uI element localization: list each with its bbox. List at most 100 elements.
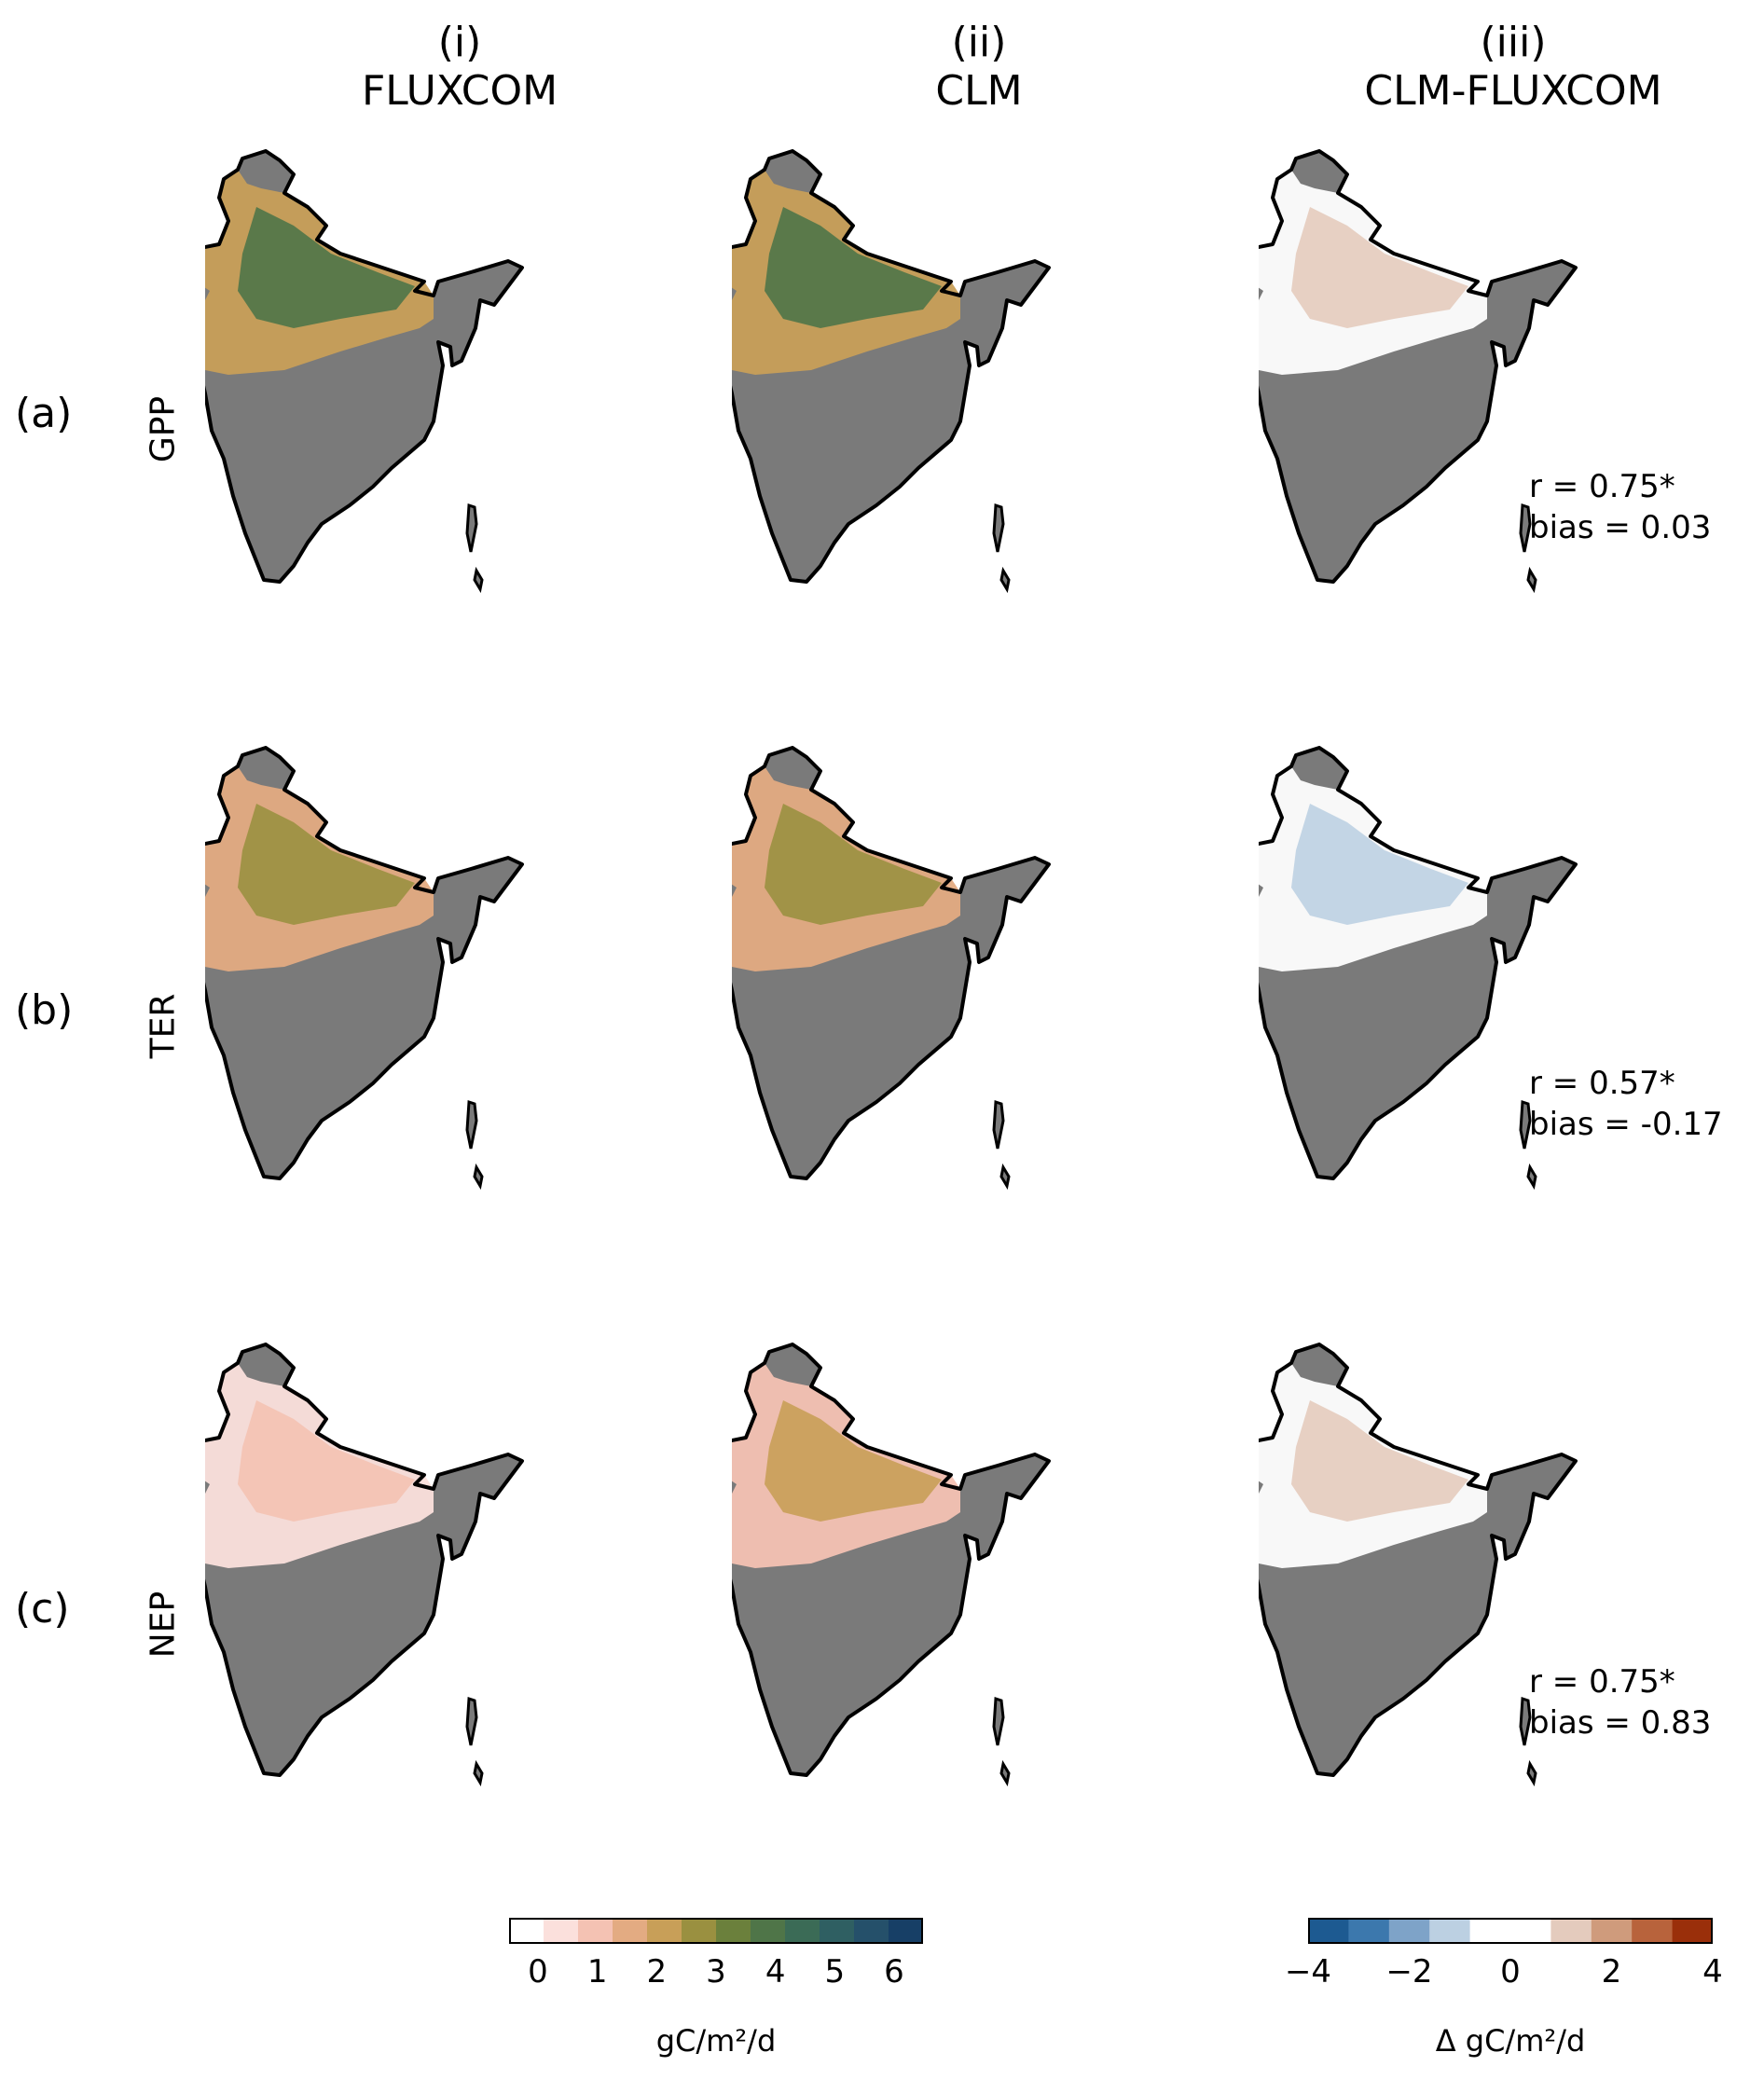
colorbar-swatch	[751, 1918, 786, 1944]
correlation-text: r = 0.57*	[1529, 1065, 1675, 1102]
colorbar-swatch	[1510, 1918, 1551, 1944]
flux-core	[1291, 207, 1468, 328]
correlation-text: r = 0.75*	[1529, 468, 1675, 505]
andaman-islands	[992, 1696, 1005, 1746]
column-header-clm-fluxcom: (iii) CLM-FLUXCOM	[1252, 19, 1764, 116]
map-panel-gpp-fluxcom	[205, 149, 727, 699]
nicobar-islands	[1526, 1163, 1537, 1191]
column-index: (ii)	[951, 19, 1007, 66]
colorbar-swatch	[1469, 1918, 1511, 1944]
nicobar-islands	[473, 1163, 484, 1191]
nicobar-islands	[999, 566, 1011, 594]
india-map	[205, 149, 524, 594]
flux-core	[238, 207, 415, 328]
colorbar-swatch	[1632, 1918, 1674, 1944]
no-data-patch	[205, 884, 210, 897]
nicobar-islands	[999, 1759, 1011, 1787]
colorbar-absolute	[509, 1918, 924, 1944]
india-map	[1259, 149, 1578, 594]
colorbar-tick-label: 0	[1500, 1953, 1521, 1990]
colorbar-difference-label: Δ gC/m²/d	[1435, 2023, 1586, 2059]
map-panel-gpp-diff	[1259, 149, 1764, 699]
row-index-b: (b)	[15, 986, 74, 1034]
flux-core	[1291, 804, 1468, 925]
colorbar-tick-label: 0	[528, 1953, 548, 1990]
colorbar-swatch	[1672, 1918, 1714, 1944]
colorbar-absolute-label: gC/m²/d	[655, 2023, 777, 2059]
row-variable-ter: TER	[144, 993, 183, 1059]
country-outline	[1259, 1343, 1578, 1777]
bias-text: bias = 0.03	[1529, 509, 1712, 546]
andaman-islands	[992, 503, 1005, 553]
andaman-islands	[992, 1099, 1005, 1150]
colorbar-swatch	[613, 1918, 648, 1944]
colorbar-frame	[509, 1918, 923, 1944]
column-index: (iii)	[1480, 19, 1547, 66]
colorbar-swatch	[785, 1918, 820, 1944]
india-map	[205, 1343, 524, 1787]
colorbar-tick-label: 3	[706, 1953, 726, 1990]
india-map	[732, 1343, 1051, 1787]
colorbar-swatch	[509, 1918, 544, 1944]
no-data-patch	[205, 1481, 210, 1494]
map-panel-ter-fluxcom	[205, 746, 727, 1296]
colorbar-swatch	[1429, 1918, 1471, 1944]
india-map	[205, 746, 524, 1191]
row-index-a: (a)	[15, 390, 73, 437]
colorbar-swatch	[1591, 1918, 1633, 1944]
map-panel-ter-diff	[1259, 746, 1764, 1296]
stats-gpp: r = 0.75* bias = 0.03	[1529, 466, 1711, 548]
colorbar-tick-label: 4	[1702, 1953, 1723, 1990]
andaman-islands	[1519, 503, 1532, 553]
bias-text: bias = 0.83	[1529, 1704, 1712, 1742]
india-map	[732, 149, 1051, 594]
map-panel-nep-clm	[732, 1343, 1254, 1893]
colorbar-swatch	[1388, 1918, 1430, 1944]
nicobar-islands	[1526, 1759, 1537, 1787]
flux-core	[1291, 1400, 1468, 1522]
nicobar-islands	[1526, 566, 1537, 594]
column-title: FLUXCOM	[361, 67, 558, 115]
country-outline	[732, 149, 1051, 584]
column-index: (i)	[437, 19, 482, 66]
no-data-patch	[732, 884, 737, 897]
colorbar-tick-label: 2	[646, 1953, 668, 1990]
nicobar-islands	[473, 566, 484, 594]
colorbar-swatch	[544, 1918, 579, 1944]
flux-core	[238, 1400, 415, 1522]
country-outline	[205, 1343, 524, 1777]
andaman-islands	[465, 1696, 478, 1746]
stats-ter: r = 0.57* bias = -0.17	[1529, 1063, 1723, 1145]
colorbar-tick-label: 5	[824, 1953, 846, 1990]
flux-core	[238, 804, 415, 925]
country-outline	[1259, 149, 1578, 584]
andaman-islands	[465, 1099, 478, 1150]
country-outline	[205, 149, 524, 584]
map-panel-ter-clm	[732, 746, 1254, 1296]
colorbar-absolute-ticks: 0 1 2 3 4 5 6	[509, 1953, 923, 1994]
row-variable-nep: NEP	[144, 1591, 183, 1659]
column-header-clm: (ii) CLM	[718, 19, 1240, 116]
nicobar-islands	[473, 1759, 484, 1787]
andaman-islands	[1519, 1696, 1532, 1746]
colorbar-swatch	[682, 1918, 717, 1944]
flux-core	[765, 207, 942, 328]
andaman-islands	[465, 503, 478, 553]
map-panel-nep-diff	[1259, 1343, 1764, 1893]
bias-text: bias = -0.17	[1529, 1106, 1723, 1143]
india-map	[1259, 1343, 1578, 1787]
colorbar-tick-label: 2	[1601, 1953, 1622, 1990]
no-data-patch	[205, 287, 210, 300]
no-data-patch	[1259, 287, 1263, 300]
colorbar-difference	[1308, 1918, 1714, 1944]
colorbar-swatch	[578, 1918, 613, 1944]
colorbar-swatch	[647, 1918, 682, 1944]
correlation-text: r = 0.75*	[1529, 1663, 1675, 1701]
colorbar-difference-ticks: −4 −2 0 2 4	[1285, 1953, 1723, 1994]
country-outline	[732, 1343, 1051, 1777]
flux-core	[765, 1400, 942, 1522]
row-index-c: (c)	[15, 1585, 70, 1632]
map-panel-nep-fluxcom	[205, 1343, 727, 1893]
colorbar-difference-swatches	[1308, 1918, 1714, 1944]
india-map	[1259, 746, 1578, 1191]
